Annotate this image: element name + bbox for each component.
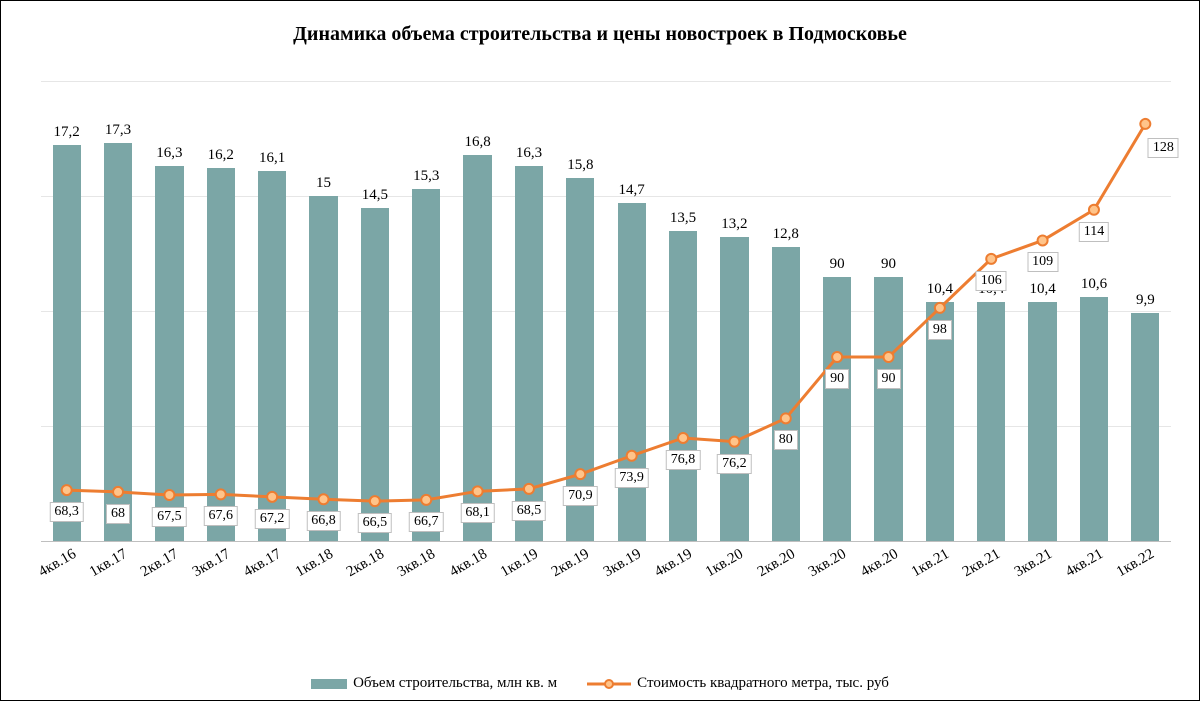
line-value-label: 80 — [774, 430, 798, 450]
category-label: 1кв.17 — [87, 546, 131, 581]
chart-title: Динамика объема строительства и цены нов… — [1, 23, 1199, 46]
category-label: 2кв.19 — [549, 546, 593, 581]
category-label: 3кв.19 — [600, 546, 644, 581]
category-label: 1кв.20 — [703, 546, 747, 581]
line-value-label: 128 — [1148, 138, 1179, 158]
line-value-label: 66,5 — [358, 513, 393, 533]
category-label: 3кв.20 — [806, 546, 850, 581]
line-value-label: 90 — [877, 369, 901, 389]
line-value-label: 67,2 — [255, 509, 290, 529]
line-value-label: 67,5 — [152, 507, 187, 527]
line-value-label: 109 — [1027, 252, 1058, 272]
chart-container: Динамика объема строительства и цены нов… — [0, 0, 1200, 701]
category-label: 4кв.16 — [35, 546, 79, 581]
category-label: 2кв.21 — [960, 546, 1004, 581]
category-label: 2кв.20 — [755, 546, 799, 581]
line-value-label: 70,9 — [563, 486, 598, 506]
plot-inner: 17,217,316,316,216,11514,515,316,816,315… — [41, 81, 1171, 542]
line-value-label: 68 — [106, 504, 130, 524]
legend: Объем строительства, млн кв. м Стоимость… — [1, 675, 1199, 692]
category-label: 1кв.22 — [1114, 546, 1158, 581]
line-value-label: 98 — [928, 320, 952, 340]
legend-label-line: Стоимость квадратного метра, тыс. руб — [637, 675, 889, 692]
line-series — [41, 81, 1171, 541]
category-label: 4кв.18 — [446, 546, 490, 581]
line-value-label: 66,8 — [306, 511, 341, 531]
category-label: 3кв.18 — [395, 546, 439, 581]
line-value-label: 73,9 — [614, 468, 649, 488]
plot-area: 17,217,316,316,216,11514,515,316,816,315… — [41, 81, 1171, 601]
line-value-label: 76,8 — [666, 450, 701, 470]
category-label: 3кв.17 — [190, 546, 234, 581]
category-label: 1кв.19 — [498, 546, 542, 581]
line-value-label: 90 — [825, 369, 849, 389]
line-value-label: 68,1 — [460, 503, 495, 523]
category-label: 1кв.18 — [292, 546, 336, 581]
line-value-label: 68,5 — [512, 501, 547, 521]
category-label: 2кв.17 — [138, 546, 182, 581]
category-label: 3кв.21 — [1011, 546, 1055, 581]
category-label: 1кв.21 — [909, 546, 953, 581]
legend-swatch-bar — [311, 679, 347, 689]
legend-swatch-line — [587, 678, 631, 690]
legend-item-bars: Объем строительства, млн кв. м — [311, 675, 557, 692]
category-label: 4кв.20 — [857, 546, 901, 581]
line-value-label: 67,6 — [204, 506, 239, 526]
line-value-label: 114 — [1079, 222, 1109, 242]
legend-item-line: Стоимость квадратного метра, тыс. руб — [587, 675, 889, 692]
line-value-label: 76,2 — [717, 454, 752, 474]
line-value-label: 66,7 — [409, 512, 444, 532]
line-value-label: 106 — [976, 271, 1007, 291]
category-label: 4кв.21 — [1063, 546, 1107, 581]
category-label: 4кв.19 — [652, 546, 696, 581]
category-label: 4кв.17 — [241, 546, 285, 581]
category-label: 2кв.18 — [344, 546, 388, 581]
legend-label-bars: Объем строительства, млн кв. м — [353, 675, 557, 692]
line-value-label: 68,3 — [49, 502, 84, 522]
